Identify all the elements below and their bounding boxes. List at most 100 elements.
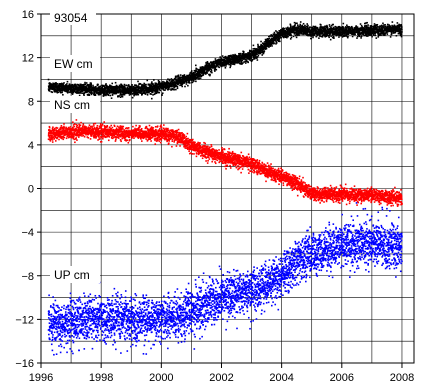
data-point: [145, 83, 147, 86]
data-point: [342, 33, 344, 36]
data-point: [66, 85, 68, 87]
data-point: [364, 22, 366, 25]
data-point: [272, 41, 274, 44]
data-point: [51, 87, 53, 89]
data-point: [275, 36, 277, 39]
data-point: [228, 56, 231, 58]
data-point: [59, 91, 62, 94]
data-point: [216, 59, 218, 62]
data-point: [222, 63, 225, 66]
data-point: [97, 91, 100, 94]
data-point: [370, 25, 373, 27]
data-point: [133, 93, 136, 96]
data-point: [193, 72, 195, 75]
data-point: [226, 60, 229, 62]
data-point: [194, 78, 197, 81]
data-point: [55, 88, 57, 91]
data-point: [298, 32, 300, 35]
data-point: [368, 30, 370, 33]
data-point: [152, 88, 155, 91]
data-point: [400, 35, 403, 38]
data-point: [105, 84, 107, 86]
data-point: [153, 79, 155, 81]
data-point: [75, 119, 78, 121]
data-point: [373, 23, 376, 25]
data-point: [357, 27, 360, 30]
data-point: [255, 52, 258, 55]
data-point: [205, 63, 208, 66]
data-point: [167, 78, 169, 80]
data-point: [85, 85, 87, 88]
data-point: [256, 57, 258, 59]
data-point: [165, 87, 167, 89]
data-point: [199, 75, 202, 77]
data-point: [177, 77, 180, 79]
data-point: [119, 92, 122, 95]
data-point: [233, 63, 236, 66]
data-point: [274, 38, 277, 41]
data-point: [94, 94, 97, 96]
data-point: [68, 85, 71, 88]
data-point: [358, 30, 361, 33]
data-point: [305, 31, 307, 34]
data-point: [351, 27, 354, 29]
data-point: [241, 59, 244, 62]
data-point: [181, 83, 184, 85]
data-point: [206, 70, 208, 72]
data-point: [238, 60, 241, 63]
data-point: [260, 43, 262, 46]
data-point: [114, 81, 117, 84]
data-point: [299, 23, 302, 26]
data-point: [48, 90, 51, 92]
data-point: [257, 54, 260, 57]
data-point: [147, 83, 150, 86]
data-point: [78, 89, 80, 92]
data-point: [190, 74, 192, 76]
data-point: [181, 85, 183, 88]
data-point: [360, 35, 363, 37]
data-point: [198, 77, 200, 79]
data-point: [324, 28, 326, 30]
data-point: [294, 34, 297, 37]
data-point: [139, 86, 142, 89]
data-point: [90, 92, 92, 95]
data-point: [204, 72, 206, 74]
data-point: [179, 74, 182, 76]
data-point: [51, 84, 53, 86]
data-point: [273, 33, 276, 35]
data-point: [78, 94, 81, 97]
data-point: [277, 33, 279, 36]
data-point: [120, 85, 122, 88]
data-point: [248, 49, 251, 52]
data-point: [58, 88, 61, 91]
data-point: [98, 86, 101, 88]
data-point: [176, 87, 179, 90]
data-point: [172, 79, 175, 82]
data-point: [315, 35, 318, 38]
data-point: [239, 54, 242, 57]
data-point: [287, 26, 289, 29]
data-point: [64, 86, 66, 88]
data-point: [74, 88, 76, 90]
data-point: [75, 85, 78, 88]
data-point: [137, 87, 139, 90]
data-point: [106, 93, 109, 96]
data-point: [63, 123, 65, 125]
data-point: [51, 134, 53, 137]
data-point: [61, 137, 63, 140]
data-point: [229, 65, 232, 67]
data-point: [171, 85, 173, 88]
data-point: [170, 88, 172, 90]
data-point: [74, 141, 76, 144]
data-point: [250, 57, 252, 60]
data-point: [345, 28, 347, 30]
data-point: [246, 60, 248, 62]
data-point: [175, 82, 178, 85]
data-point: [52, 83, 55, 86]
data-point: [306, 23, 309, 25]
data-point: [79, 124, 82, 127]
data-point: [273, 31, 276, 34]
data-point: [334, 25, 337, 28]
data-point: [245, 59, 248, 62]
data-point: [284, 36, 287, 39]
